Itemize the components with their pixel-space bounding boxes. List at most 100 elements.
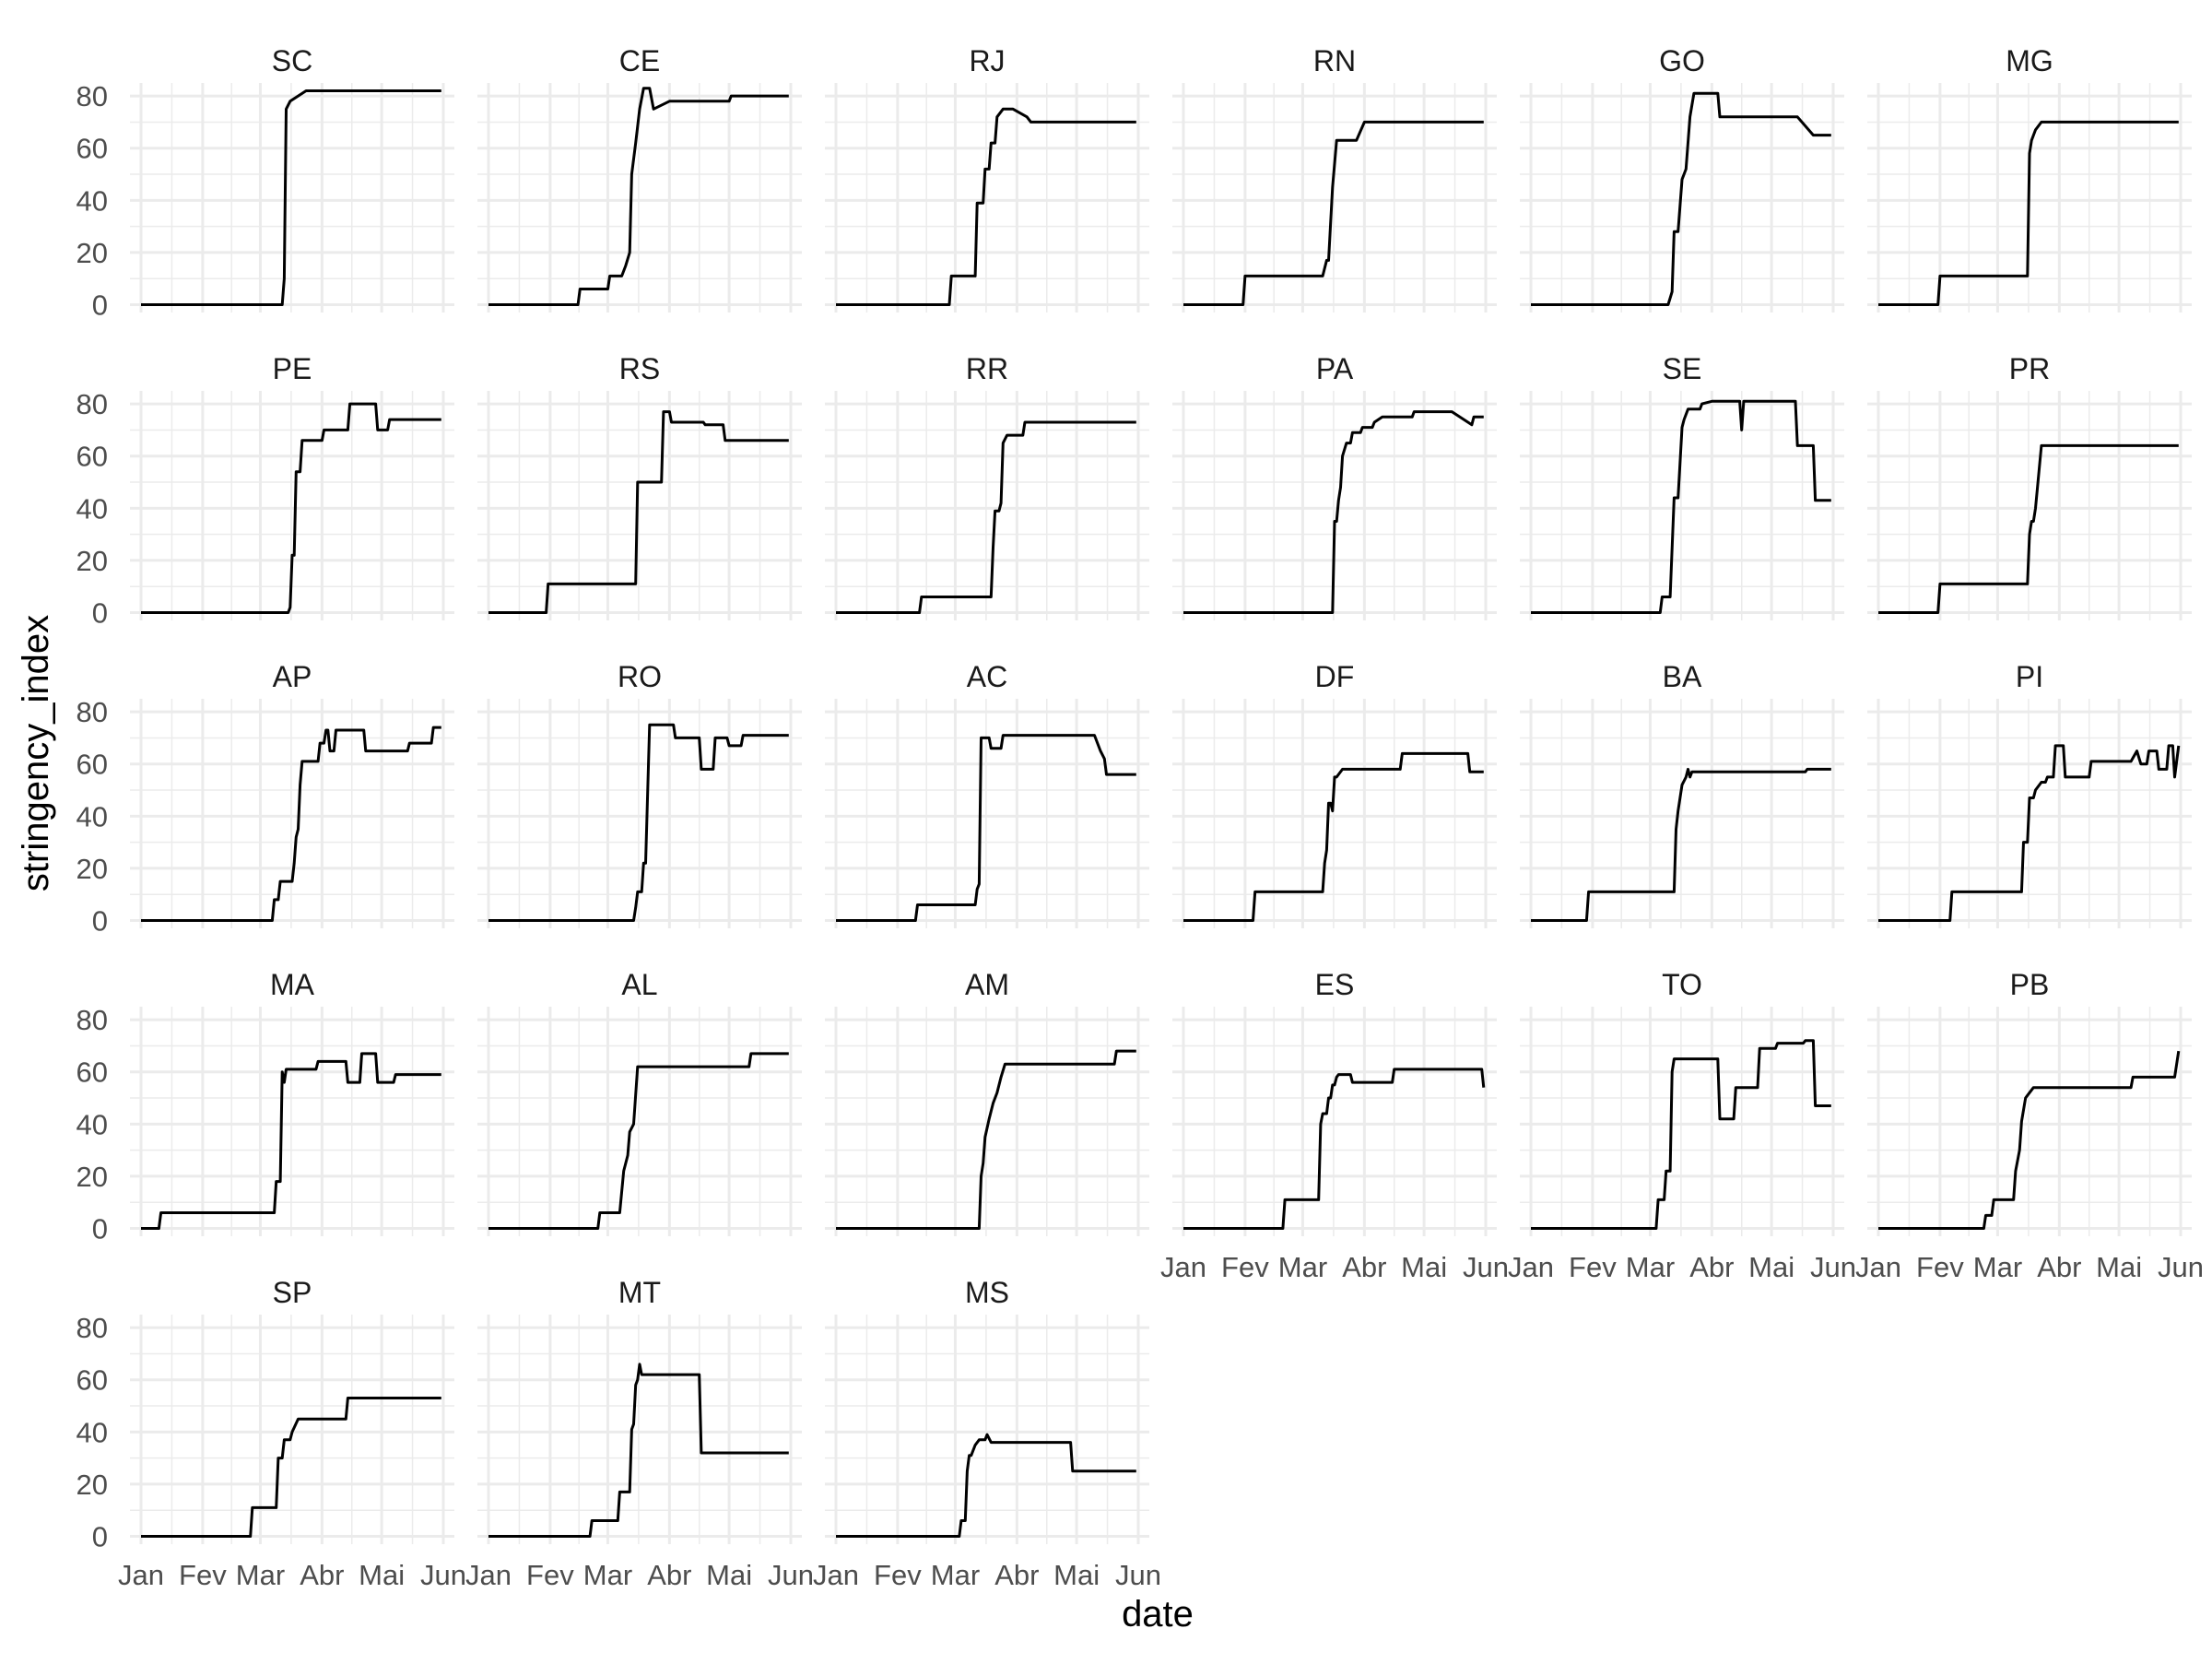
x-tick-label: Mai	[2096, 1251, 2142, 1283]
series-line-se	[1531, 399, 1831, 614]
facet-panel-pb: PB Jan Fev Mar Abr Mai Jun	[1855, 968, 2204, 1283]
x-tick-label: Abr	[1342, 1251, 1386, 1283]
y-tick-label: 60	[76, 133, 108, 165]
y-tick-label: 40	[76, 800, 108, 832]
x-tick-label: Jan	[118, 1559, 164, 1591]
y-tick-label: 0	[92, 1521, 108, 1553]
facet-panel-pi: PI	[1867, 660, 2192, 928]
x-tick-label: Mai	[1748, 1251, 1794, 1283]
facet-panel-sc: SC 0 20 40 60 80	[76, 44, 454, 322]
facet-strip-label: AM	[965, 968, 1009, 1001]
series-line-ac	[836, 734, 1136, 922]
facet-strip-label: AL	[621, 968, 657, 1001]
facet-strip-label: PR	[2009, 352, 2050, 385]
x-tick-label: Mar	[236, 1559, 285, 1591]
series-line-rj	[836, 107, 1136, 306]
facet-strip-label: MG	[2006, 44, 2053, 77]
series-line-mg	[1878, 120, 2179, 306]
x-tick-label: Mai	[359, 1559, 405, 1591]
series-line-pa	[1183, 410, 1484, 614]
x-tick-label: Fev	[526, 1559, 574, 1591]
facet-strip-label: PI	[2016, 660, 2043, 693]
facet-strip-label: PA	[1316, 352, 1354, 385]
x-tick-label: Mai	[706, 1559, 752, 1591]
facet-panel-ap: AP 0 20 40 60 80	[76, 660, 454, 938]
x-tick-label: Abr	[1689, 1251, 1734, 1283]
series-line-am	[836, 1049, 1136, 1230]
x-tick-label: Abr	[994, 1559, 1039, 1591]
facet-strip-label: AP	[273, 660, 312, 693]
series-line-sc	[141, 89, 441, 306]
x-tick-label: Abr	[2037, 1251, 2081, 1283]
y-tick-label: 80	[76, 1004, 108, 1036]
x-tick-label: Mar	[1278, 1251, 1327, 1283]
facet-panel-df: DF	[1172, 660, 1497, 928]
facet-panel-mt: MT Jan Fev Mar Abr Mai Jun	[465, 1276, 814, 1591]
y-tick-label: 20	[76, 1161, 108, 1193]
x-tick-label: Jun	[1463, 1251, 1509, 1283]
series-line-ce	[488, 87, 789, 306]
y-tick-label: 60	[76, 441, 108, 473]
series-line-es	[1183, 1068, 1486, 1230]
x-tick-label: Abr	[647, 1559, 691, 1591]
facet-panel-rn: RN	[1172, 44, 1497, 313]
facet-panel-ro: RO	[477, 660, 802, 928]
series-line-rn	[1183, 120, 1484, 306]
x-tick-label: Mar	[1626, 1251, 1675, 1283]
facet-panel-pr: PR	[1867, 352, 2192, 620]
series-line-mt	[488, 1363, 789, 1538]
x-tick-label: Jan	[465, 1559, 512, 1591]
facet-panel-go: GO	[1520, 44, 1844, 313]
series-line-ba	[1531, 767, 1831, 922]
facet-panel-mg: MG	[1867, 44, 2192, 313]
y-tick-label: 20	[76, 853, 108, 885]
series-line-pb	[1878, 1050, 2181, 1230]
facet-strip-label: PB	[2010, 968, 2050, 1001]
series-line-sp	[141, 1397, 441, 1538]
y-tick-label: 80	[76, 1312, 108, 1344]
facet-strip-label: SE	[1663, 352, 1702, 385]
x-tick-label: Fev	[1916, 1251, 1964, 1283]
x-tick-label: Fev	[1221, 1251, 1269, 1283]
x-tick-label: Mar	[1973, 1251, 2022, 1283]
facet-strip-label: SP	[273, 1276, 312, 1309]
x-tick-label: Mar	[583, 1559, 632, 1591]
facet-strip-label: AC	[967, 660, 1007, 693]
y-tick-label: 80	[76, 80, 108, 112]
series-line-to	[1531, 1039, 1831, 1230]
facet-panel-ce: CE	[477, 44, 802, 313]
facet-panel-ac: AC	[825, 660, 1149, 928]
series-line-ap	[141, 726, 441, 922]
x-tick-label: Jun	[2158, 1251, 2204, 1283]
facet-strip-label: DF	[1315, 660, 1355, 693]
facet-panel-to: TO Jan Fev Mar Abr Mai Jun	[1508, 968, 1856, 1283]
facet-strip-label: GO	[1659, 44, 1705, 77]
facet-strip-label: MT	[618, 1276, 661, 1309]
series-line-al	[488, 1052, 789, 1230]
x-tick-label: Jan	[813, 1559, 859, 1591]
y-tick-label: 0	[92, 289, 108, 322]
y-tick-label: 40	[76, 1416, 108, 1448]
facet-panel-pa: PA	[1172, 352, 1497, 620]
y-tick-label: 40	[76, 1108, 108, 1140]
x-tick-label: Jan	[1508, 1251, 1554, 1283]
series-line-rs	[488, 410, 789, 614]
facet-panel-am: AM	[825, 968, 1149, 1236]
series-line-go	[1531, 91, 1831, 306]
facet-strip-label: CE	[619, 44, 660, 77]
y-tick-label: 80	[76, 388, 108, 420]
x-tick-label: Fev	[179, 1559, 227, 1591]
x-tick-label: Jun	[768, 1559, 814, 1591]
series-line-ms	[836, 1433, 1136, 1538]
facet-strip-label: MA	[270, 968, 315, 1001]
y-axis-title: stringency_index	[16, 615, 56, 891]
y-tick-label: 20	[76, 545, 108, 577]
facet-panel-al: AL	[477, 968, 802, 1236]
facet-strip-label: RO	[618, 660, 662, 693]
facet-strip-label: BA	[1663, 660, 1702, 693]
series-line-pe	[141, 402, 441, 614]
facet-strip-label: RS	[619, 352, 660, 385]
series-line-ma	[141, 1052, 441, 1230]
